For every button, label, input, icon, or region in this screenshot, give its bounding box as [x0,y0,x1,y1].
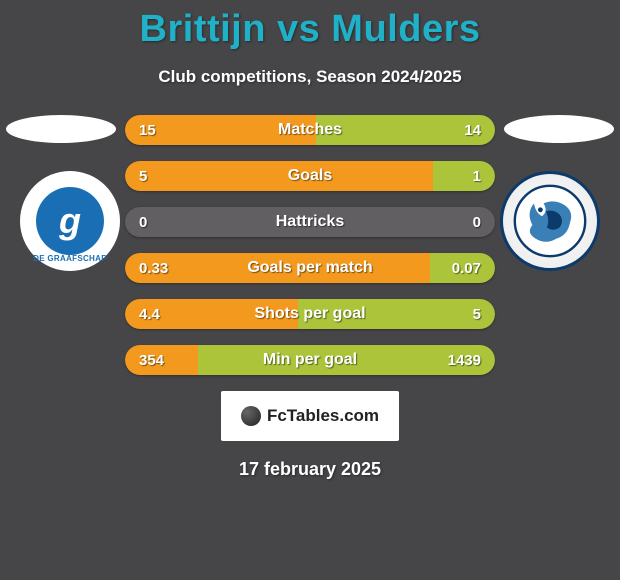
stat-row: 5Goals1 [125,161,495,191]
stat-label: Goals [125,167,495,185]
stat-value-right: 1439 [448,352,481,369]
club-logo-left-name: DE GRAAFSCHAP [33,254,107,263]
stat-value-right: 5 [473,306,481,323]
club-logo-left-initial: g [36,187,104,255]
branding-badge: FcTables.com [221,391,399,441]
ball-icon [241,406,261,426]
stats-container: 15Matches145Goals10Hattricks00.33Goals p… [125,115,495,375]
stat-row: 354Min per goal1439 [125,345,495,375]
subtitle: Club competitions, Season 2024/2025 [0,67,620,87]
content-area: g DE GRAAFSCHAP 15Matches145Goals10Hattr… [0,115,620,375]
stat-value-right: 14 [464,122,481,139]
player-silhouette-left [6,115,116,143]
stat-row: 0.33Goals per match0.07 [125,253,495,283]
stat-label: Min per goal [125,351,495,369]
stat-label: Shots per goal [125,305,495,323]
player-silhouette-right [504,115,614,143]
stat-label: Hattricks [125,213,495,231]
stat-value-right: 1 [473,168,481,185]
club-logo-left: g DE GRAAFSCHAP [20,171,120,271]
club-logo-right [500,171,600,271]
stat-label: Matches [125,121,495,139]
branding-text: FcTables.com [267,406,379,426]
page-title: Brittijn vs Mulders [0,0,620,51]
stat-value-right: 0 [473,214,481,231]
date-label: 17 february 2025 [0,459,620,480]
stat-value-right: 0.07 [452,260,481,277]
dragon-icon [510,181,590,261]
stat-row: 0Hattricks0 [125,207,495,237]
stat-label: Goals per match [125,259,495,277]
stat-row: 4.4Shots per goal5 [125,299,495,329]
stat-row: 15Matches14 [125,115,495,145]
